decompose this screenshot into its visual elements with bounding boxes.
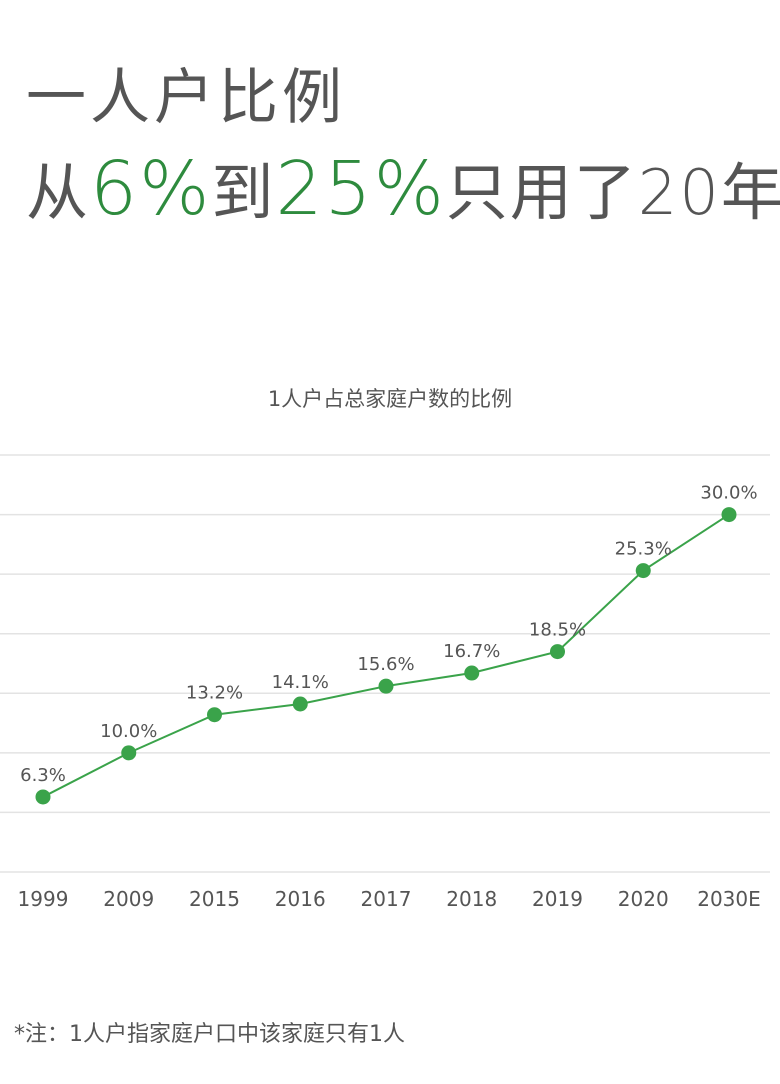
data-point <box>207 707 222 723</box>
x-tick-label: 2018 <box>446 887 497 911</box>
data-label: 15.6% <box>357 654 414 675</box>
data-label: 16.7% <box>443 641 500 662</box>
headline-line-2: 从6%到25%只用了20年 <box>26 144 780 238</box>
data-point <box>292 696 308 712</box>
data-label: 13.2% <box>186 683 243 704</box>
headline-mid: 到 <box>211 156 276 229</box>
data-point <box>550 644 565 660</box>
line-chart: 6.3% 10.0% 13.2% 14.1% 15.6% 16.7% 18.5% 25.3% 3… <box>0 454 770 911</box>
data-point <box>635 563 651 579</box>
x-tick-label: 2017 <box>361 887 412 911</box>
data-points <box>35 507 737 805</box>
x-tick-label: 2009 <box>103 887 154 911</box>
data-label: 25.3% <box>615 539 672 560</box>
footnote: *注：1人户指家庭户口中该家庭只有1人 <box>14 1022 405 1047</box>
data-point <box>35 789 51 805</box>
headline-start-percent: 6% <box>90 146 212 232</box>
data-point <box>121 745 137 761</box>
data-point <box>721 507 737 523</box>
data-label: 14.1% <box>272 672 329 693</box>
data-label: 18.5% <box>529 620 586 641</box>
x-tick-label: 2030E <box>697 887 761 911</box>
data-point <box>378 678 394 694</box>
data-labels: 6.3% 10.0% 13.2% 14.1% 15.6% 16.7% 18.5% 25.3% 3… <box>20 483 757 786</box>
data-label: 6.3% <box>20 765 66 786</box>
x-tick-label: 2019 <box>532 887 583 911</box>
x-tick-label: 1999 <box>18 887 69 911</box>
headline-suffix: 只用了20年 <box>445 156 780 229</box>
headline-prefix: 从 <box>26 156 91 229</box>
data-label: 30.0% <box>700 483 757 504</box>
x-tick-label: 2020 <box>618 887 669 911</box>
x-axis-ticks: 1999 2009 2015 2016 2017 2018 2019 2020 2030E <box>18 887 761 911</box>
headline-line-1: 一人户比例 <box>26 63 346 133</box>
x-tick-label: 2015 <box>189 887 240 911</box>
data-label: 10.0% <box>100 721 157 742</box>
headline-end-percent: 25% <box>275 146 446 232</box>
chart-title: 1人户占总家庭户数的比例 <box>267 387 513 411</box>
data-point <box>464 665 480 681</box>
x-tick-label: 2016 <box>275 887 326 911</box>
